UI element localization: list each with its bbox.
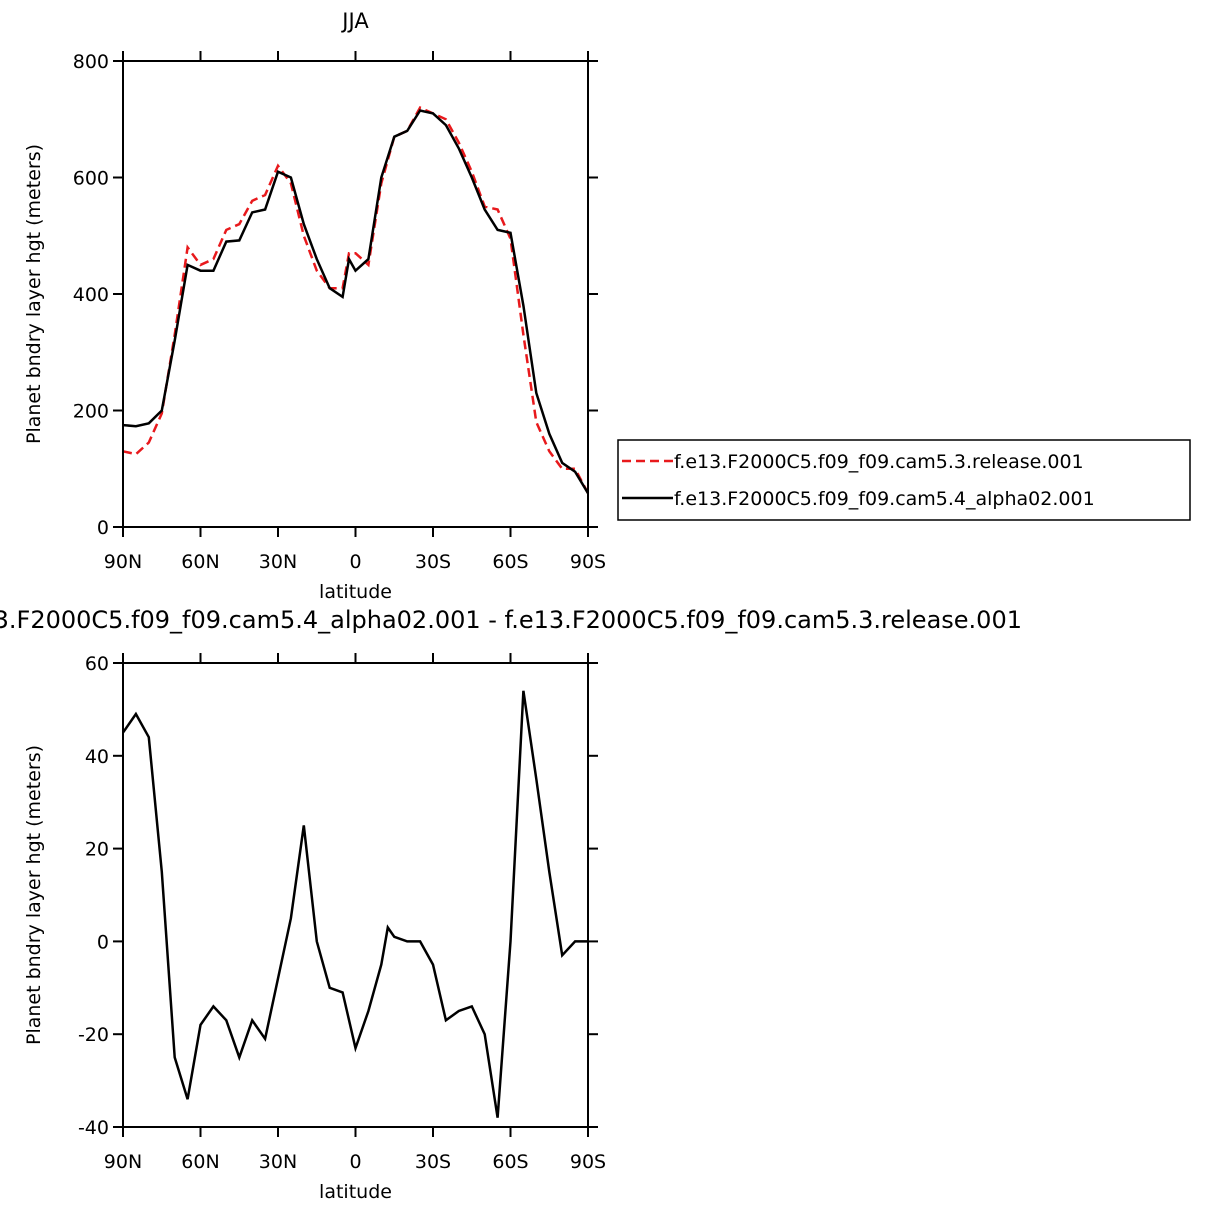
y-tick-label: 400: [73, 284, 109, 306]
legend-box: [617, 439, 1191, 521]
x-tick-label: 90N: [104, 551, 142, 573]
x-tick-label: 0: [349, 551, 361, 573]
y-tick-label: 0: [97, 931, 109, 953]
x-tick-label: 30N: [259, 551, 297, 573]
x-tick-label: 30S: [415, 551, 451, 573]
y-tick-label: 60: [85, 653, 109, 675]
plot-frame: [122, 662, 589, 1128]
chart-title: JJA: [340, 9, 369, 33]
data-line: [122, 109, 590, 494]
x-tick-label: 30S: [415, 1151, 451, 1173]
x-tick-label: 90S: [570, 1151, 606, 1173]
y-tick-label: 600: [73, 168, 109, 190]
legend-label: f.e13.F2000C5.f09_f09.cam5.4_alpha02.001: [674, 488, 1095, 510]
chart-title: f.e13.F2000C5.f09_f09.cam5.4_alpha02.001…: [0, 606, 1022, 634]
y-tick-label: 40: [85, 746, 109, 768]
plot-frame: [122, 60, 589, 528]
x-tick-label: 60S: [492, 551, 528, 573]
y-tick-label: 800: [73, 51, 109, 73]
y-axis-label: Planet bndry layer hgt (meters): [23, 144, 45, 444]
x-tick-label: 60N: [181, 551, 219, 573]
x-tick-label: 60S: [492, 1151, 528, 1173]
x-tick-label: 0: [349, 1151, 361, 1173]
x-tick-label: 90N: [104, 1151, 142, 1173]
y-axis-label: Planet bndry layer hgt (meters): [23, 745, 45, 1045]
x-tick-label: 90S: [570, 551, 606, 573]
y-tick-label: 20: [85, 839, 109, 861]
x-tick-label: 30N: [259, 1151, 297, 1173]
data-line: [121, 690, 588, 1118]
legend-label: f.e13.F2000C5.f09_f09.cam5.3.release.001: [674, 451, 1084, 473]
x-axis-label: latitude: [319, 581, 392, 603]
y-tick-label: -40: [78, 1117, 109, 1139]
y-tick-label: 200: [73, 401, 109, 423]
x-axis-label: latitude: [319, 1181, 392, 1203]
y-tick-label: 0: [97, 517, 109, 539]
y-tick-label: -20: [78, 1024, 109, 1046]
data-line: [122, 105, 590, 494]
x-tick-label: 60N: [181, 1151, 219, 1173]
